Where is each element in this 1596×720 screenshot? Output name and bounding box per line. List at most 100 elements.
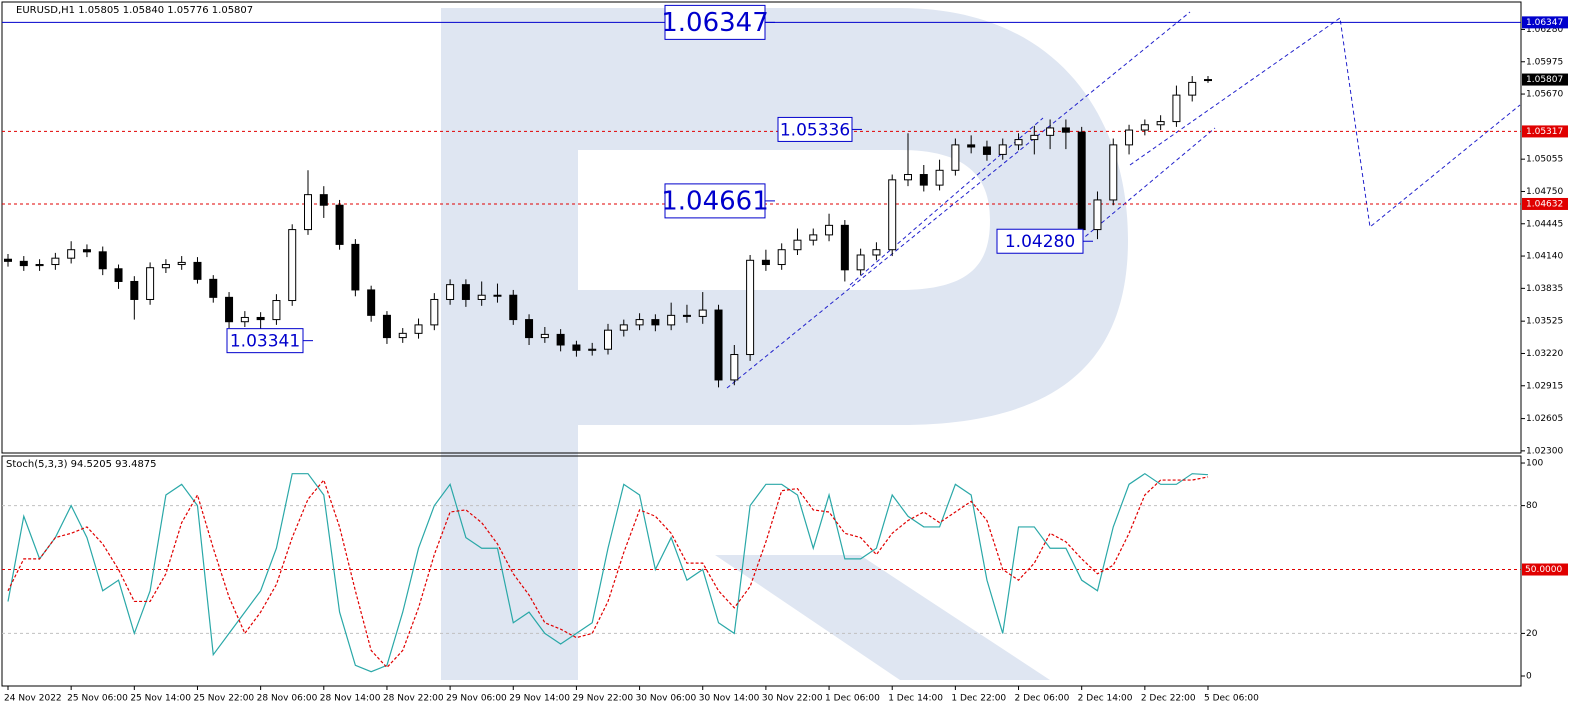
y-tick-label: 100 [1526,459,1543,469]
candle-body [825,224,834,236]
x-tick-label: 2 Dec 06:00 [1015,694,1070,704]
y-tick-label: 1.04750 [1526,187,1563,197]
y-tick-label: 1.05975 [1526,57,1563,67]
stoch-frame [1,455,1522,687]
candle-body [604,329,612,350]
candle-body [288,229,297,302]
x-tick-label: 5 Dec 06:00 [1204,694,1259,704]
candle-body [651,319,660,326]
stoch-line [7,472,1209,673]
forecast-lines [726,11,1521,389]
candle-body [635,319,644,326]
x-tick-label: 25 Nov 22:00 [193,694,254,704]
x-tick-label: 28 Nov 14:00 [320,694,381,704]
candle-body [525,319,534,339]
annotation-box [777,116,853,142]
x-tick-label: 1 Dec 06:00 [825,694,880,704]
candle-body [130,280,139,300]
candle-body [1204,79,1212,82]
x-tick-label: 30 Nov 06:00 [636,694,697,704]
candle-body [35,264,44,267]
x-tick-label: 25 Nov 14:00 [130,694,191,704]
price-tag [1522,73,1568,86]
candle-body [414,324,423,334]
y-tick-label: 20 [1526,629,1538,639]
candle-body [919,174,928,186]
candle-body [746,259,755,356]
watermark [441,8,1128,680]
candle-body [761,259,770,266]
candle-body [509,294,518,321]
candle-body [19,260,28,267]
main-legend: EURUSD,H1 1.05805 1.05840 1.05776 1.0580… [16,5,253,16]
candle-body [1061,127,1070,133]
candle-body [67,249,76,259]
main-frame [1,1,1522,454]
candle-body [240,316,249,323]
stoch-line [7,476,1209,669]
level-tag [1522,563,1568,576]
level-tag [1522,16,1568,29]
candle-body [856,254,865,271]
candle-body [114,268,123,282]
candle-body [872,249,881,256]
candle-body [1046,127,1055,136]
candle-body [540,333,549,339]
annotation-label: 1.04661 [661,186,769,216]
level-tag-label: 1.06347 [1526,18,1563,28]
candle-body [588,348,597,351]
level-tag-label: 1.04632 [1526,199,1563,209]
candle-body [335,204,344,245]
y-tick-label: 1.04445 [1526,219,1563,229]
candle-body [556,333,565,346]
x-tick-label: 2 Dec 22:00 [1141,694,1196,704]
level-tag-label: 1.05317 [1526,127,1563,137]
candle-body [493,294,502,297]
candle-body [1140,124,1149,131]
x-tick-label: 29 Nov 22:00 [572,694,633,704]
level-tag-label: 50.0000 [1525,565,1562,575]
candle-body [982,146,991,155]
candle-body [777,249,786,266]
candle-body [446,284,455,300]
candle-body [193,261,202,280]
candle-body [351,243,360,291]
candle-body [430,298,439,326]
candle-body [730,354,739,381]
candle-body [225,296,234,323]
x-tick-label: 28 Nov 22:00 [383,694,444,704]
y-tick-label: 1.02605 [1526,414,1563,424]
candle-body [382,314,391,339]
candle-body [935,169,944,186]
y-tick-label: 80 [1526,501,1538,511]
candle-body [98,251,107,270]
candle-body [793,239,802,251]
annotation-label: 1.06347 [661,8,769,38]
candle-body [1014,139,1023,146]
candle-body [461,284,470,300]
candle-body [667,314,676,326]
x-tick-label: 24 Nov 2022 [4,694,62,704]
y-tick-label: 1.06280 [1526,25,1563,35]
candle-body [1077,131,1086,231]
candle-body [1093,199,1102,231]
x-tick-label: 2 Dec 14:00 [1078,694,1133,704]
y-tick-label: 1.05670 [1526,90,1563,100]
candle-body [682,314,691,317]
y-tick-label: 1.02915 [1526,381,1563,391]
candle-body [1156,121,1165,126]
x-tick-label: 29 Nov 06:00 [446,694,507,704]
candle-body [1030,134,1039,141]
candle-body [398,332,407,339]
candle-body [4,258,12,262]
candle-body [1188,81,1197,96]
x-tick-label: 29 Nov 14:00 [509,694,570,704]
candle-body [967,144,976,148]
candle-body [951,144,960,171]
candle-body [840,224,849,271]
x-tick-label: 28 Nov 06:00 [257,694,318,704]
annotation-label: 1.03341 [230,332,300,352]
candle-body [304,194,312,231]
candle-body [319,194,328,206]
